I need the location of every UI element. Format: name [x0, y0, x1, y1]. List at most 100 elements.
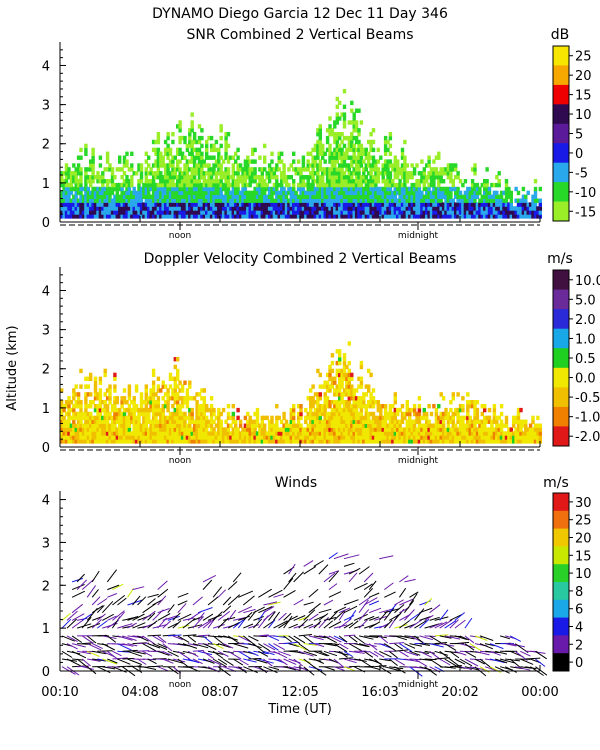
echo-cell	[323, 411, 327, 417]
echo-cell	[340, 147, 344, 153]
echo-cell	[221, 171, 226, 176]
echo-cell	[333, 404, 337, 409]
echo-cell	[538, 198, 542, 203]
echo-cell	[524, 435, 528, 440]
echo-cell	[163, 186, 168, 192]
echo-cell	[444, 202, 448, 207]
echo-cell	[130, 407, 134, 413]
echo-cell	[487, 186, 492, 192]
echo-cell	[260, 194, 264, 199]
echo-cell	[280, 194, 284, 199]
echo-cell	[212, 427, 216, 432]
echo-cell	[354, 163, 359, 168]
echo-cell	[238, 439, 243, 444]
echo-cell	[76, 182, 81, 188]
echo-cell	[427, 155, 431, 160]
echo-cell	[113, 404, 117, 409]
echo-cell	[294, 171, 298, 176]
echo-cell	[403, 167, 407, 172]
echo-cell	[205, 186, 209, 192]
echo-cell	[335, 210, 339, 215]
echo-cell	[120, 210, 124, 215]
echo-cell	[393, 155, 397, 160]
echo-cell	[410, 439, 414, 444]
echo-cell	[62, 198, 66, 203]
colorbar-label: -15	[575, 205, 596, 220]
wind-barb	[101, 600, 114, 614]
echo-cell	[96, 415, 100, 421]
echo-cell	[451, 392, 455, 397]
echo-cell	[113, 411, 117, 417]
echo-cell	[280, 182, 284, 188]
echo-cell	[149, 427, 153, 432]
echo-cell	[166, 415, 170, 421]
echo-cell	[132, 404, 136, 409]
echo-cell	[79, 198, 83, 203]
echo-cell	[347, 431, 351, 436]
echo-cell	[197, 139, 202, 145]
wind-barb	[147, 598, 156, 606]
echo-cell	[171, 186, 175, 192]
echo-cell	[72, 435, 76, 440]
echo-cell	[514, 439, 518, 444]
echo-cell	[289, 190, 293, 196]
echo-cell	[292, 194, 296, 199]
echo-cell	[350, 202, 354, 207]
echo-cell	[226, 132, 231, 137]
echo-cell	[441, 415, 446, 421]
echo-cell	[323, 392, 327, 397]
echo-cell	[178, 159, 182, 164]
echo-cell	[371, 155, 376, 160]
wind-barb	[202, 643, 217, 650]
echo-cell	[243, 167, 248, 172]
wind-barb	[112, 657, 128, 660]
echo-cell	[192, 132, 197, 137]
echo-cell	[200, 171, 204, 176]
wind-barb	[96, 604, 105, 614]
echo-cell	[415, 427, 419, 432]
echo-cell	[212, 419, 216, 424]
echo-cell	[101, 214, 105, 219]
echo-cell	[470, 167, 475, 172]
echo-cell	[296, 202, 301, 207]
echo-cell	[105, 427, 110, 432]
echo-cell	[425, 214, 429, 219]
echo-cell	[197, 415, 202, 421]
echo-cell	[86, 404, 90, 409]
echo-cell	[122, 415, 127, 421]
echo-cell	[437, 182, 441, 188]
echo-cell	[374, 171, 378, 176]
echo-cell	[277, 155, 281, 160]
echo-cell	[400, 182, 405, 188]
echo-cell	[441, 431, 446, 436]
echo-cell	[163, 163, 168, 168]
wind-barb	[152, 665, 164, 668]
echo-cell	[509, 202, 513, 207]
echo-cell	[132, 439, 136, 444]
echo-cell	[154, 147, 158, 153]
echo-cell	[495, 423, 499, 428]
echo-cell	[444, 186, 448, 192]
echo-cell	[96, 419, 100, 424]
echo-cell	[347, 376, 351, 381]
echo-cell	[176, 147, 180, 153]
echo-cell	[270, 202, 274, 207]
echo-cell	[422, 214, 426, 219]
echo-cell	[84, 182, 88, 188]
echo-cell	[192, 147, 197, 153]
echo-cell	[388, 407, 393, 413]
echo-cell	[89, 194, 93, 199]
echo-cell	[354, 435, 359, 440]
echo-cell	[383, 415, 388, 421]
echo-cell	[328, 435, 332, 440]
echo-cell	[241, 435, 245, 440]
echo-cell	[231, 404, 235, 409]
echo-cell	[427, 404, 431, 409]
echo-cell	[451, 198, 455, 203]
echo-cell	[347, 167, 351, 172]
echo-cell	[425, 431, 429, 436]
echo-cell	[200, 427, 204, 432]
echo-cell	[69, 427, 74, 432]
echo-cell	[98, 214, 103, 219]
echo-cell	[325, 404, 330, 409]
